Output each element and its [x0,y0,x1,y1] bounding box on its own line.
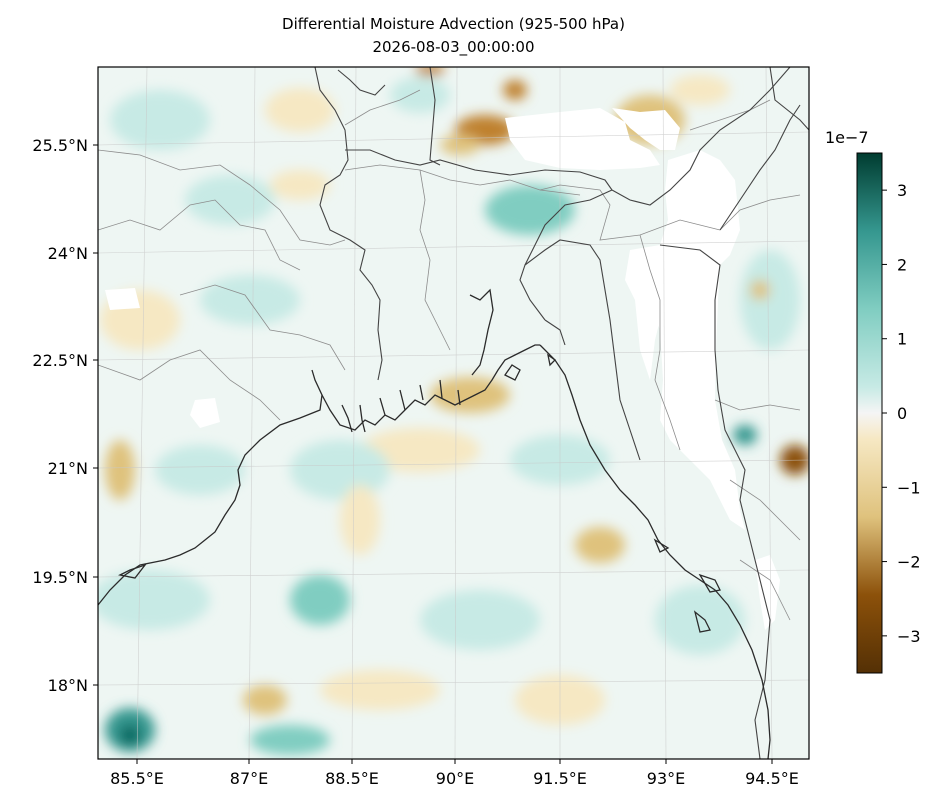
state-borders [98,89,801,621]
colorbar-tick-label: 1 [897,330,907,349]
map-plot-area [98,67,809,759]
lon-tick-label: 88.5°E [325,769,379,788]
colorbar-exponent-label: 1e−7 [825,128,869,147]
colorbar-tick-label: 3 [897,181,907,200]
colorbar-tick-label: −1 [897,478,921,497]
lat-tick-label: 25.5°N [32,136,88,155]
latitude-tick-labels: 25.5°N 24°N 22.5°N 21°N 19.5°N 18°N [32,136,98,695]
country-borders [314,67,809,759]
map-subtitle: 2026-08-03_00:00:00 [372,38,535,56]
lat-tick-label: 18°N [48,676,88,695]
lat-tick-label: 22.5°N [32,351,88,370]
lon-tick-label: 93°E [647,769,685,788]
advection-field [98,67,809,755]
colorbar-tick-label: −3 [897,627,921,646]
lat-tick-label: 19.5°N [32,568,88,587]
gridlines [98,67,809,759]
lon-tick-label: 85.5°E [110,769,164,788]
lat-tick-label: 21°N [48,459,88,478]
colorbar-tick-label: 2 [897,255,907,274]
colorbar-tick-label: 0 [897,404,907,423]
colorbar-tick-label: −2 [897,553,921,572]
lon-tick-label: 94.5°E [745,769,799,788]
map-title: Differential Moisture Advection (925-500… [282,15,625,33]
map-frame [97,66,810,760]
lon-tick-label: 87°E [230,769,268,788]
colorbar: 3 2 1 0 −1 −2 −3 [856,152,921,674]
lon-tick-label: 90°E [436,769,474,788]
coastline [98,288,771,759]
longitude-tick-labels: 85.5°E 87°E 88.5°E 90°E 91.5°E 93°E 94.5°E [110,759,799,788]
colorbar-gradient [856,152,883,674]
lon-tick-label: 91.5°E [533,769,587,788]
colorbar-tick-labels: 3 2 1 0 −1 −2 −3 [882,181,921,646]
masked-terrain [105,108,780,630]
lat-tick-label: 24°N [48,244,88,263]
